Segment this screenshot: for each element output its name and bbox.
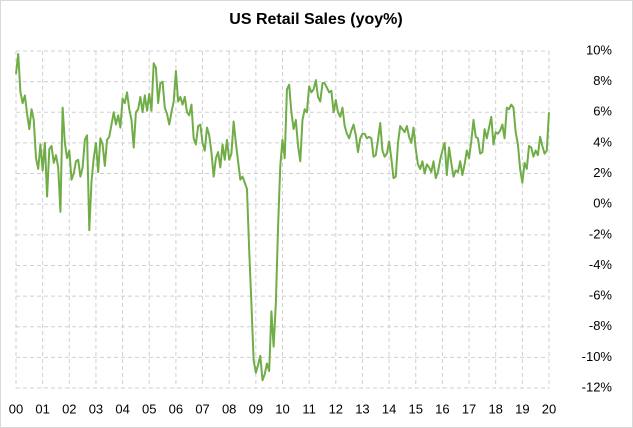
- y-tick-label: 2%: [593, 165, 612, 180]
- x-tick-label: 13: [355, 401, 369, 416]
- y-tick-label: 4%: [593, 134, 612, 149]
- x-tick-label: 02: [62, 401, 76, 416]
- x-tick-label: 12: [329, 401, 343, 416]
- x-tick-label: 11: [302, 401, 316, 416]
- x-tick-label: 00: [9, 401, 23, 416]
- x-tick-label: 01: [35, 401, 49, 416]
- x-tick-label: 20: [542, 401, 556, 416]
- x-tick-label: 03: [89, 401, 103, 416]
- x-tick-label: 10: [275, 401, 289, 416]
- y-tick-label: 0%: [593, 196, 612, 211]
- x-tick-label: 18: [488, 401, 502, 416]
- x-tick-label: 07: [195, 401, 209, 416]
- x-tick-label: 15: [409, 401, 423, 416]
- y-tick-label: 6%: [593, 104, 612, 119]
- y-tick-label: -8%: [589, 318, 613, 333]
- y-tick-label: -4%: [589, 257, 613, 272]
- x-tick-label: 05: [142, 401, 156, 416]
- x-tick-label: 17: [462, 401, 476, 416]
- x-tick-label: 06: [169, 401, 183, 416]
- x-tick-label: 09: [249, 401, 263, 416]
- y-tick-label: -10%: [582, 349, 613, 364]
- y-tick-label: -2%: [589, 226, 613, 241]
- x-tick-label: 08: [222, 401, 236, 416]
- x-tick-label: 19: [515, 401, 529, 416]
- y-tick-label: -6%: [589, 288, 613, 303]
- x-tick-label: 14: [382, 401, 396, 416]
- y-tick-label: -12%: [582, 379, 613, 394]
- y-tick-label: 10%: [586, 42, 612, 57]
- chart-title: US Retail Sales (yoy%): [229, 11, 402, 28]
- x-tick-label: 04: [115, 401, 129, 416]
- data-line: [15, 53, 550, 382]
- x-tick-label: 16: [435, 401, 449, 416]
- y-tick-label: 8%: [593, 73, 612, 88]
